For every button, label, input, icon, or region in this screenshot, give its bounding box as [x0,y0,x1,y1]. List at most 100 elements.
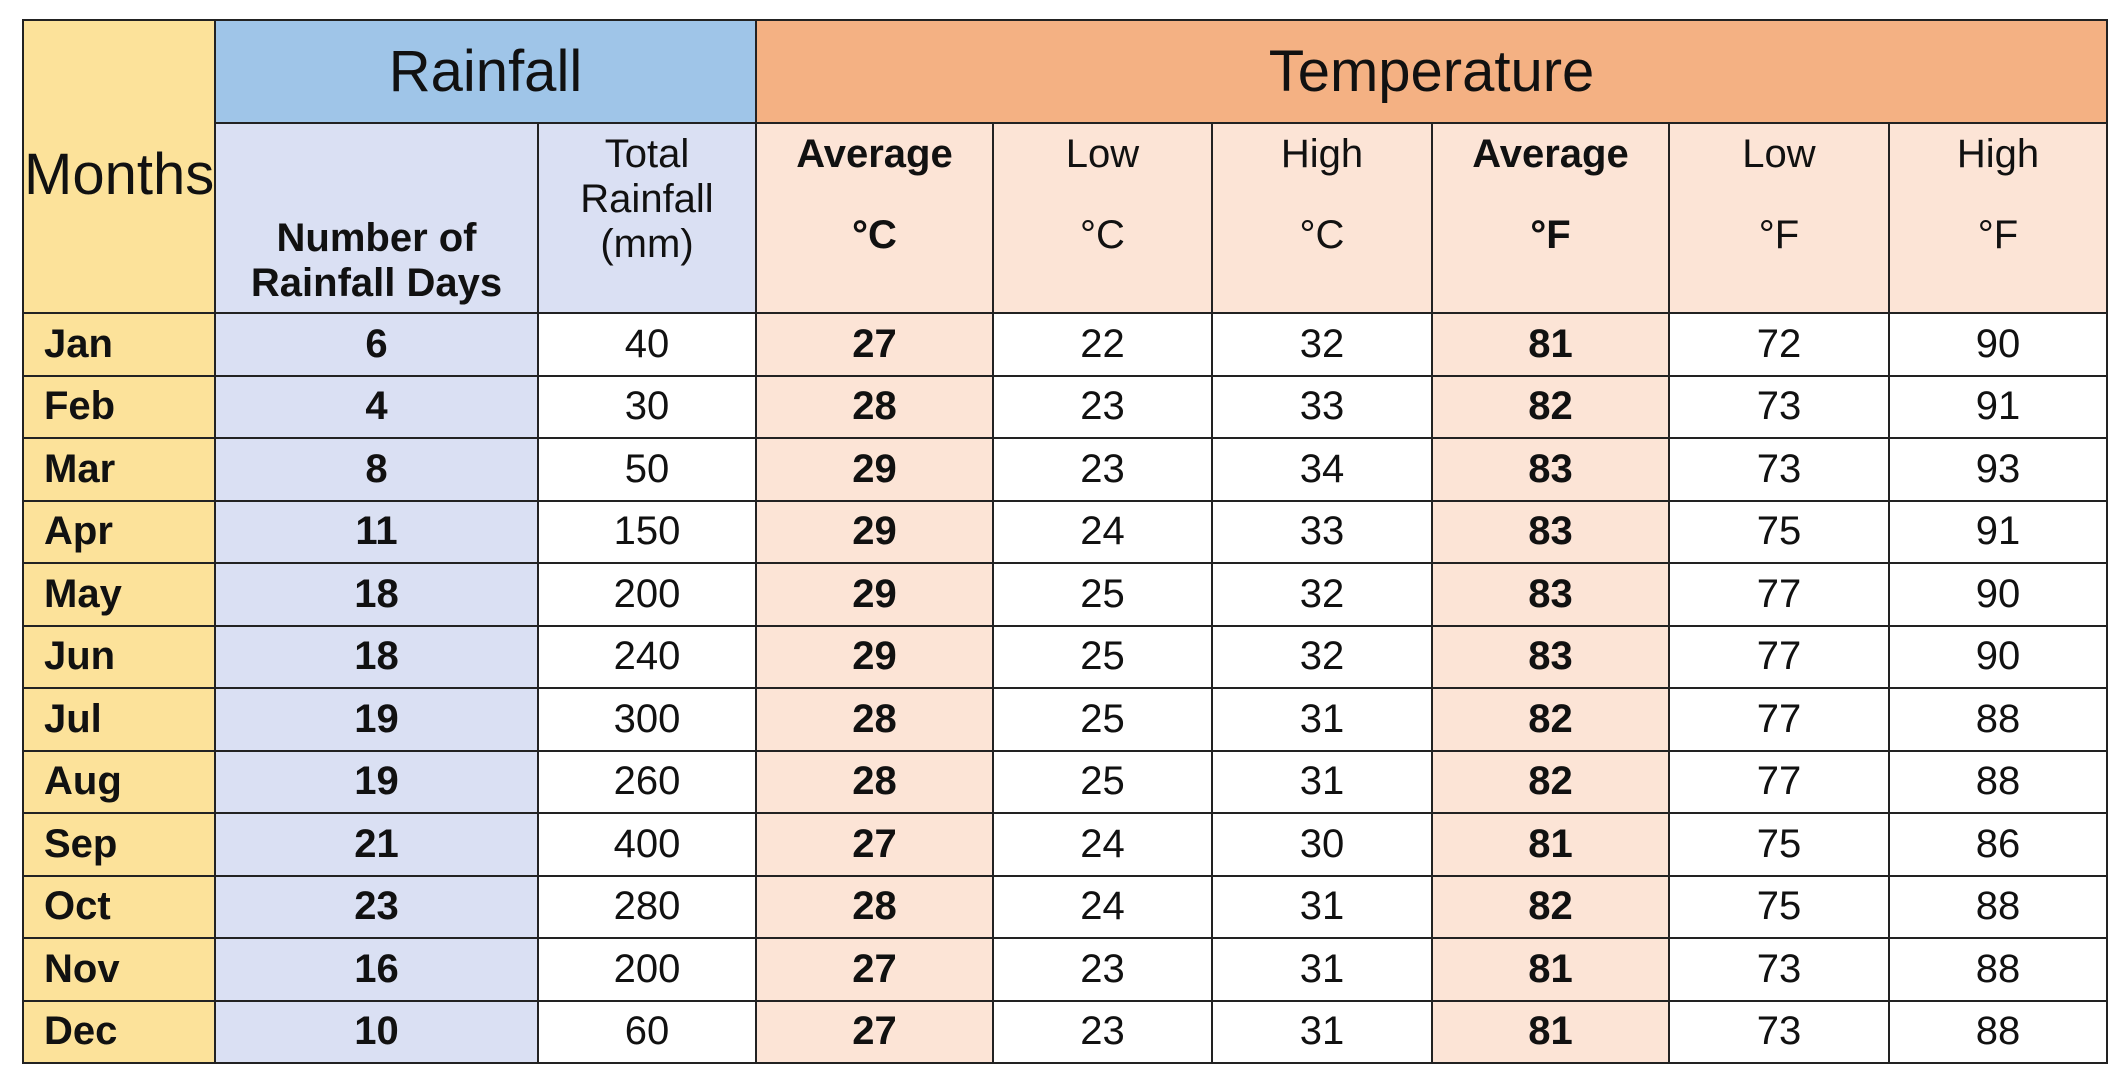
data-row: May 18 200 29 25 32 83 77 90 [22,562,2109,627]
value-cell: 77 [1668,687,1890,752]
column-header: Total Rainfall (mm) [537,122,757,314]
data-row: Dec 10 60 27 23 31 81 73 88 [22,999,2109,1064]
value-cell: 25 [992,624,1213,689]
value-cell: 19 [214,687,539,752]
column-unit: °C [1080,213,1125,257]
value-cell: 27 [755,937,994,1002]
group-header: Temperature [754,19,2109,124]
value-cell: 400 [537,812,757,877]
value-cell: 60 [537,999,757,1064]
value-cell: 19 [214,749,539,814]
value-cell: 18 [214,562,539,627]
value-cell: 86 [1887,812,2109,877]
value-cell: 29 [755,624,994,689]
value-cell: 4 [214,374,539,439]
value-cell: 16 [214,937,539,1002]
value-cell: 28 [755,687,994,752]
value-cell: 81 [1431,812,1670,877]
value-cell: 31 [1211,749,1433,814]
value-cell: 81 [1431,999,1670,1064]
group-header: Rainfall [214,19,757,124]
value-cell: 73 [1668,999,1890,1064]
column-unit: °F [1758,213,1800,257]
column-header: Low °C [992,122,1213,314]
value-cell: 240 [537,624,757,689]
column-label: Average [1472,132,1629,176]
month-cell: Nov [22,937,216,1002]
value-cell: 32 [1211,624,1433,689]
value-cell: 25 [992,687,1213,752]
value-cell: 90 [1887,624,2109,689]
value-cell: 73 [1668,374,1890,439]
month-cell: Aug [22,749,216,814]
table-header: Months Rainfall Temperature Number of Rainf… [22,19,2109,314]
climate-table: Months Rainfall Temperature Number of Rainf… [22,19,2109,1064]
value-cell: 30 [1211,812,1433,877]
data-row: Aug 19 260 28 25 31 82 77 88 [22,749,2109,814]
value-cell: 88 [1887,749,2109,814]
column-header: Average °F [1431,122,1670,314]
value-cell: 88 [1887,874,2109,939]
data-row: Apr 11 150 29 24 33 83 75 91 [22,499,2109,564]
value-cell: 81 [1431,937,1670,1002]
value-cell: 81 [1431,312,1670,377]
column-unit: °F [1530,213,1571,257]
value-cell: 83 [1431,499,1670,564]
value-cell: 24 [992,874,1213,939]
value-cell: 50 [537,437,757,502]
column-unit: °C [852,213,897,257]
value-cell: 280 [537,874,757,939]
value-cell: 31 [1211,999,1433,1064]
value-cell: 29 [755,562,994,627]
data-row: Sep 21 400 27 24 30 81 75 86 [22,812,2109,877]
value-cell: 8 [214,437,539,502]
month-cell: Dec [22,999,216,1064]
data-row: Nov 16 200 27 23 31 81 73 88 [22,937,2109,1002]
value-cell: 31 [1211,937,1433,1002]
value-cell: 90 [1887,312,2109,377]
value-cell: 18 [214,624,539,689]
value-cell: 23 [214,874,539,939]
data-row: Jan 6 40 27 22 32 81 72 90 [22,312,2109,377]
group-row: Months Rainfall Temperature [22,19,2109,314]
value-cell: 150 [537,499,757,564]
value-cell: 83 [1431,624,1670,689]
value-cell: 32 [1211,562,1433,627]
value-cell: 29 [755,499,994,564]
value-cell: 28 [755,874,994,939]
column-header: Average °C [755,122,994,314]
value-cell: 88 [1887,687,2109,752]
value-cell: 24 [992,499,1213,564]
months-header: Months [22,19,216,314]
value-cell: 32 [1211,312,1433,377]
column-label: Number of Rainfall Days [250,216,503,305]
value-cell: 23 [992,937,1213,1002]
value-cell: 82 [1431,874,1670,939]
column-label: Average [796,132,953,176]
value-cell: 31 [1211,687,1433,752]
column-label: Low [1742,132,1816,176]
value-cell: 11 [214,499,539,564]
value-cell: 82 [1431,374,1670,439]
value-cell: 10 [214,999,539,1064]
value-cell: 83 [1431,562,1670,627]
value-cell: 77 [1668,562,1890,627]
month-cell: Feb [22,374,216,439]
value-cell: 27 [755,812,994,877]
month-cell: Jun [22,624,216,689]
column-label: Total Rainfall (mm) [580,132,714,266]
value-cell: 75 [1668,874,1890,939]
value-cell: 82 [1431,687,1670,752]
month-cell: Mar [22,437,216,502]
data-row: Feb 4 30 28 23 33 82 73 91 [22,374,2109,439]
month-cell: May [22,562,216,627]
value-cell: 88 [1887,937,2109,1002]
value-cell: 300 [537,687,757,752]
table-body: Jan 6 40 27 22 32 81 72 90 Feb 4 30 28 23 33 82 73 91 Mar 8… [22,312,2109,1064]
value-cell: 88 [1887,999,2109,1064]
value-cell: 82 [1431,749,1670,814]
column-header: Number of Rainfall Days [214,122,539,314]
data-row: Jun 18 240 29 25 32 83 77 90 [22,624,2109,689]
value-cell: 29 [755,437,994,502]
